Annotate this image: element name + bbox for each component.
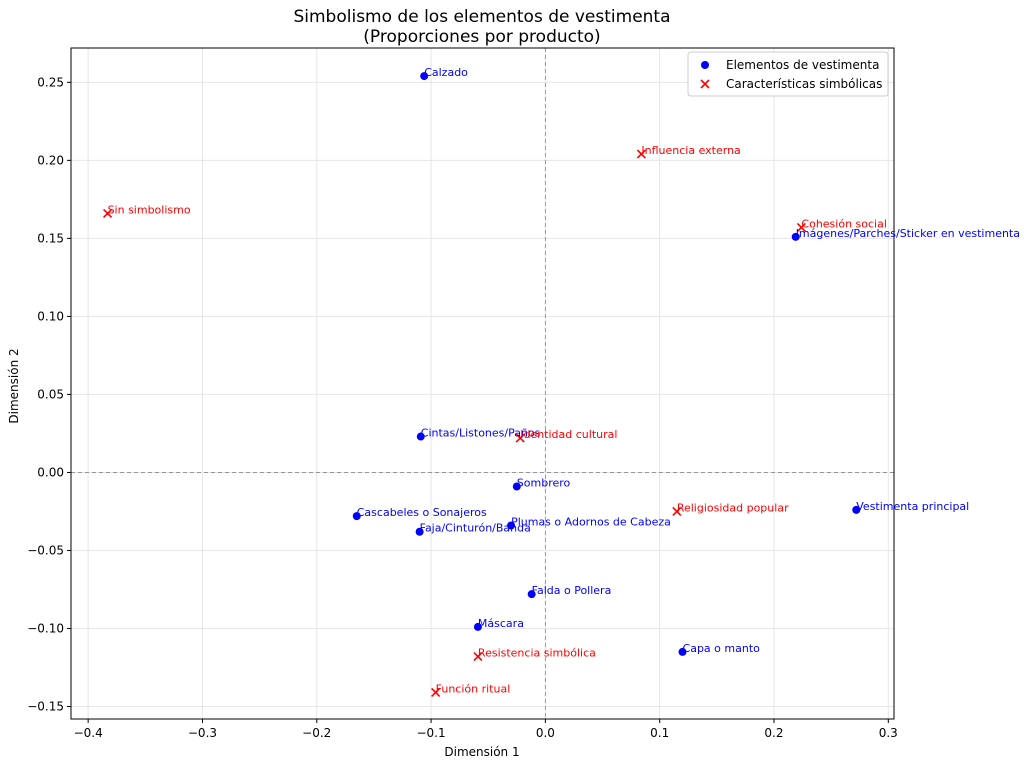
legend-label-caracteristicas: Características simbólicas (726, 77, 882, 91)
y-tick-label: 0.05 (37, 387, 64, 401)
data-point-circle (791, 232, 800, 241)
y-tick-label: 0.00 (37, 465, 64, 479)
legend-marker-elementos (701, 61, 709, 69)
x-tick-label: −0.1 (416, 726, 445, 740)
point-label: Imágenes/Parches/Sticker en vestimenta (796, 227, 1020, 240)
data-point-circle (507, 521, 516, 530)
data-point-x (636, 149, 646, 159)
data-point-circle (420, 72, 429, 81)
y-tick-label: −0.15 (27, 700, 64, 714)
data-point-x (473, 652, 483, 662)
x-tick-label: 0.2 (764, 726, 783, 740)
legend-label-elementos: Elementos de vestimenta (726, 58, 879, 72)
data-point-circle (678, 647, 687, 656)
data-point-circle (512, 482, 521, 491)
y-tick-label: −0.05 (27, 543, 64, 557)
point-label: Falda o Pollera (532, 584, 612, 597)
y-tick-label: 0.25 (37, 75, 64, 89)
y-tick-label: 0.10 (37, 309, 64, 323)
point-label: Influencia externa (641, 144, 740, 157)
point-label: Vestimenta principal (856, 500, 969, 513)
x-tick-label: 0.3 (879, 726, 898, 740)
x-tick-label: −0.2 (302, 726, 331, 740)
chart-title: Simbolismo de los elementos de vestiment… (293, 7, 670, 27)
data-point-x (672, 506, 682, 517)
x-tick-label: 0.0 (536, 726, 555, 740)
y-tick-label: −0.10 (27, 621, 64, 635)
legend-marker-caracteristicas (700, 79, 710, 89)
point-label: Religiosidad popular (677, 501, 789, 514)
legend-box (687, 51, 889, 97)
data-point-circle (352, 512, 361, 521)
x-tick-label: 0.1 (650, 726, 669, 740)
plot-area (70, 47, 895, 720)
point-label: Sin simbolismo (108, 203, 191, 216)
x-axis-label: Dimensión 1 (444, 745, 519, 759)
point-label: Función ritual (436, 682, 511, 695)
x-tick-label: −0.3 (188, 726, 217, 740)
point-labels: Calzado Imágenes/Parches/Sticker en vesti… (108, 66, 1020, 695)
x-tick-label: −0.4 (74, 726, 103, 740)
y-tick-label: 0.20 (37, 153, 64, 167)
point-label: Sombrero (517, 476, 571, 489)
data-point-circle (527, 590, 536, 599)
chart-subtitle: (Proporciones por producto) (363, 27, 600, 47)
data-point-x (515, 433, 525, 443)
y-axis-label: Dimensión 2 (7, 348, 21, 423)
point-label: Cohesión social (801, 217, 887, 230)
data-point-circle (852, 505, 861, 514)
data-point-x (103, 208, 113, 218)
data-point-x (431, 687, 441, 698)
data-point-circle (416, 432, 425, 441)
x-axis-ticks: −0.4 −0.3 −0.2 −0.1 0.0 0.1 0.2 0.3 (74, 719, 898, 740)
point-label: Cascabeles o Sonajeros (357, 506, 487, 519)
data-point-circle (415, 527, 424, 536)
legend: Elementos de vestimenta Características … (687, 51, 889, 97)
y-tick-label: 0.15 (37, 231, 64, 245)
point-label: Máscara (478, 617, 524, 630)
point-label: Faja/Cinturón/Banda (420, 522, 531, 535)
point-label: Plumas o Adornos de Cabeza (511, 516, 671, 529)
data-point-circle (473, 622, 482, 631)
data-points (103, 72, 861, 698)
point-label: Resistencia simbólica (478, 647, 596, 660)
point-label: Identidad cultural (520, 428, 617, 441)
y-axis-ticks: −0.15 −0.10 −0.05 0.00 0.05 0.10 0.15 0.20 0.25 (27, 75, 71, 714)
point-label: Capa o manto (683, 642, 761, 655)
point-label: Cintas/Listones/Paños (421, 427, 541, 440)
grid (71, 48, 894, 719)
data-point-x (796, 222, 806, 233)
point-label: Calzado (424, 66, 468, 79)
